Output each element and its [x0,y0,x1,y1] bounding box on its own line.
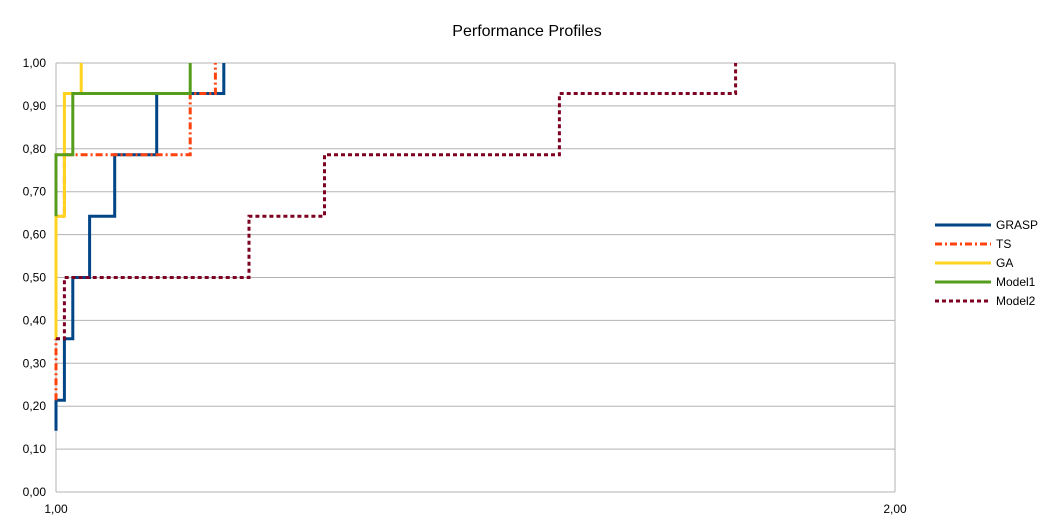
legend: GRASP TS GA Model1 Model2 [935,218,1038,308]
y-tick-label: 0,50 [23,271,47,285]
y-tick-label: 1,00 [23,56,47,70]
chart-title: Performance Profiles [452,23,601,40]
y-tick-label: 0,40 [23,313,47,327]
series-line-model1 [54,63,192,217]
y-tick-label: 0,20 [23,399,47,413]
y-tick-label: 0,00 [23,485,47,499]
x-axis-tick-labels: 1,00 2,00 [44,502,907,516]
data-series [54,63,738,431]
y-tick-label: 0,30 [23,356,47,370]
y-tick-label: 0,80 [23,142,47,156]
legend-label: Model2 [996,294,1036,308]
y-axis-tick-labels: 0,00 0,10 0,20 0,30 0,40 0,50 0,60 0,70 0,80 0,90… [23,56,47,499]
legend-label: Model1 [996,275,1036,289]
y-tick-label: 0,90 [23,99,47,113]
y-tick-label: 0,60 [23,228,47,242]
x-tick-label: 1,00 [44,502,68,516]
legend-label: GRASP [996,218,1038,232]
series-line-model2 [56,63,738,341]
x-tick-label: 2,00 [883,502,907,516]
legend-label: GA [996,256,1013,270]
series-line-ts [54,63,217,401]
legend-label: TS [996,237,1011,251]
series-line-ga [54,63,83,339]
grid-lines [55,62,896,493]
series-line-grasp [54,63,226,431]
y-tick-label: 0,70 [23,185,47,199]
y-tick-label: 0,10 [23,442,47,456]
